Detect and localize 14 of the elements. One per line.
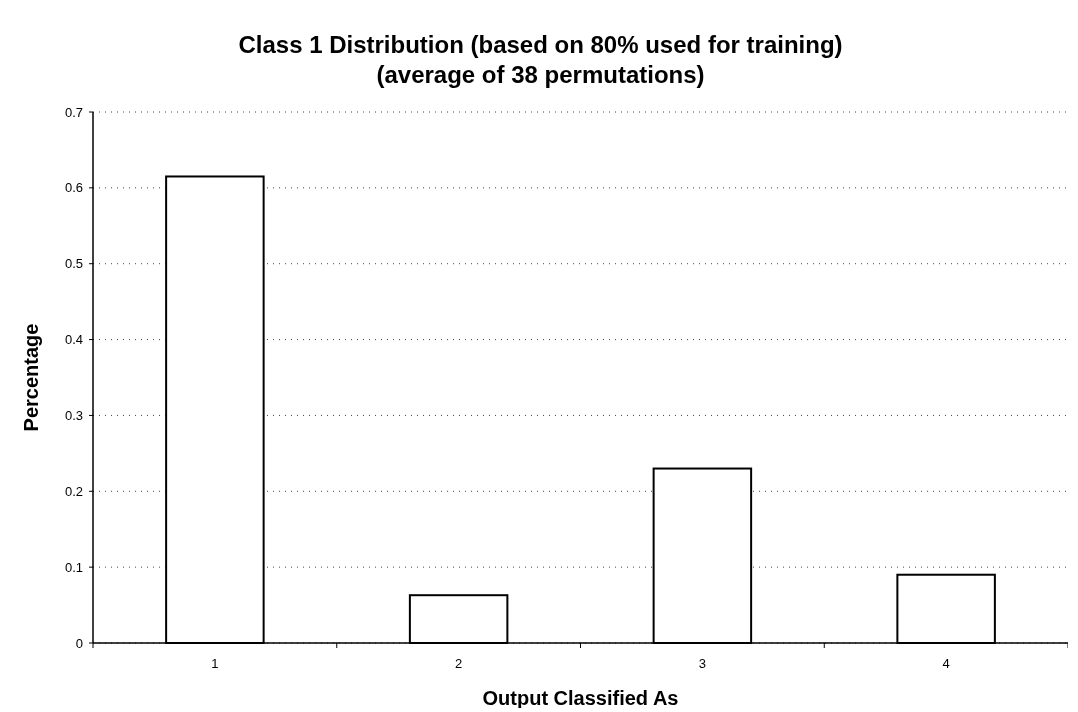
- x-tick-label: 2: [455, 656, 463, 671]
- y-tick-label: 0.3: [64, 407, 83, 423]
- chart-title: Class 1 Distribution (based on 80% used for training) (average of 38 permutations): [238, 31, 843, 88]
- y-tick-label: 0.5: [64, 256, 83, 272]
- y-tick-label: 0: [75, 635, 83, 651]
- y-tick-label: 0.2: [64, 483, 83, 499]
- y-tick-label: 0.4: [64, 332, 83, 348]
- x-tick-label: 3: [698, 656, 706, 671]
- y-axis-title: Percentage: [20, 323, 42, 432]
- y-tick-label: 0.6: [64, 180, 83, 196]
- y-tick-label: 0.7: [64, 104, 83, 120]
- y-tick-label: 0.1: [64, 559, 83, 575]
- x-tick-label: 1: [211, 656, 219, 671]
- x-tick-label: 4: [942, 656, 950, 671]
